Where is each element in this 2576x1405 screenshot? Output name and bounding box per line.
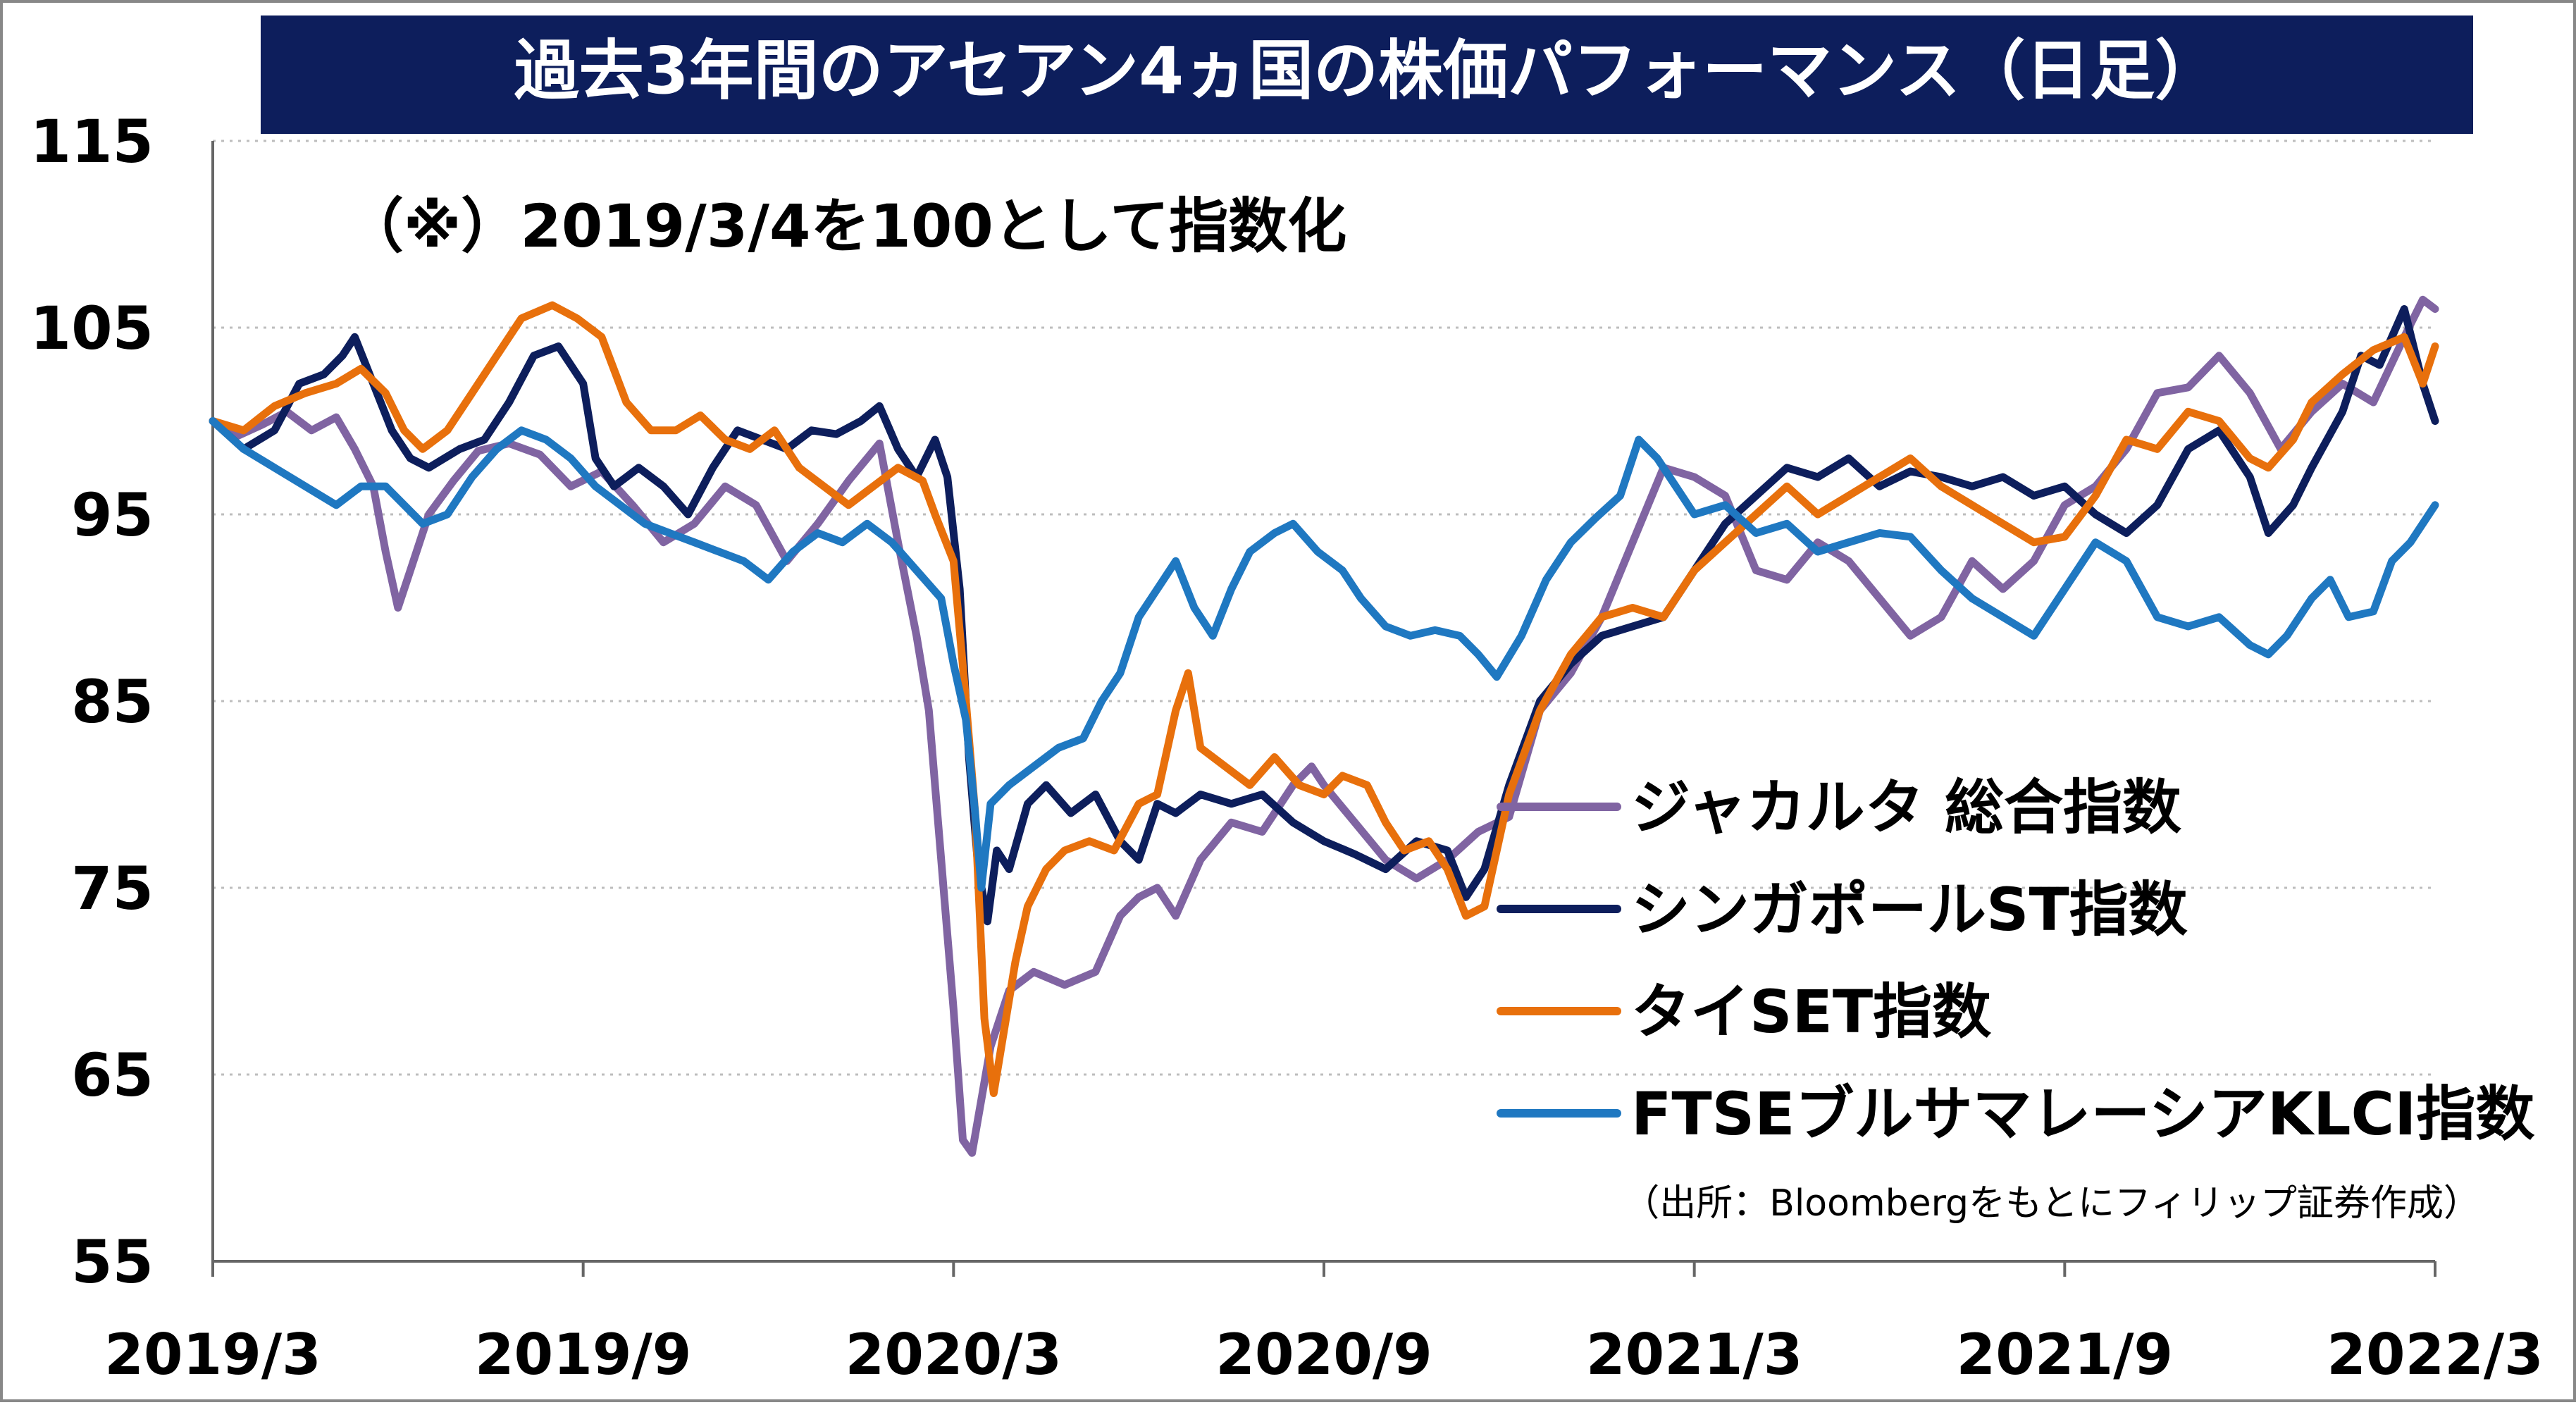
series-line-3 — [209, 301, 2439, 1097]
x-tick-label: 2019/3 — [104, 1322, 321, 1387]
index-annotation: （※）2019/3/4を100として指数化 — [345, 192, 1347, 261]
source-note: （出所：Bloombergをもとにフィリップ証券作成） — [1623, 1182, 2480, 1225]
x-tick-label: 2021/9 — [1957, 1322, 2174, 1387]
gridlines — [213, 140, 2435, 1076]
series-lines — [209, 295, 2439, 1157]
legend-label-4: FTSEブルサマレーシアKLCI指数 — [1631, 1079, 2534, 1149]
y-tick-label: 105 — [30, 294, 154, 363]
y-tick-label: 55 — [71, 1227, 154, 1296]
y-tick-label: 75 — [71, 854, 154, 923]
y-tick-label: 85 — [71, 667, 154, 736]
title-banner — [261, 16, 2473, 134]
x-tick-label: 2021/3 — [1586, 1322, 1803, 1387]
legend-label-2: シンガポールST指数 — [1631, 875, 2188, 944]
x-tick-label: 2019/9 — [475, 1322, 692, 1387]
series-line-1 — [209, 295, 2439, 1157]
x-tick-label: 2020/3 — [846, 1322, 1063, 1387]
y-tick-label: 95 — [71, 481, 154, 550]
legend-label-1: ジャカルタ 総合指数 — [1631, 773, 2181, 842]
legend-label-3: タイSET指数 — [1631, 977, 1991, 1046]
y-tick-label: 115 — [30, 107, 154, 176]
series-line-4 — [209, 417, 2439, 892]
x-tick-label: 2020/9 — [1215, 1322, 1432, 1387]
axes: 115 105 95 85 75 65 55 2019/3 2019/9 2020/3 2020/9… — [30, 107, 2544, 1387]
x-tick-label: 2022/3 — [2327, 1322, 2544, 1387]
series-line-2 — [209, 305, 2439, 926]
y-tick-label: 65 — [71, 1041, 154, 1110]
chart-title: 過去3年間のアセアン4ヵ国の株価パフォーマンス（日足） — [514, 33, 2220, 109]
